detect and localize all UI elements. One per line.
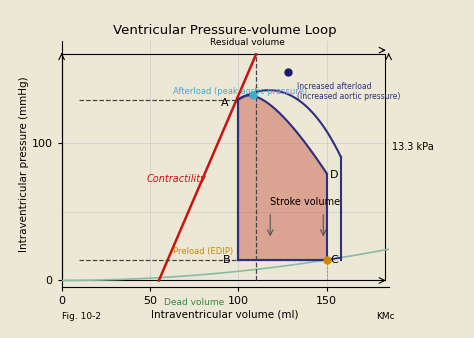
Y-axis label: Intraventricular pressure (mmHg): Intraventricular pressure (mmHg) <box>19 76 29 252</box>
Text: Fig. 10-2: Fig. 10-2 <box>62 312 100 321</box>
Text: 13.3 kPa: 13.3 kPa <box>392 143 434 152</box>
Text: C: C <box>330 255 338 265</box>
Text: Dead volume: Dead volume <box>164 298 224 307</box>
X-axis label: Intraventricular volume (ml): Intraventricular volume (ml) <box>151 309 299 319</box>
Text: Increased afterload
(increased aortic pressure): Increased afterload (increased aortic pr… <box>297 82 400 101</box>
Text: KMc: KMc <box>376 312 395 321</box>
Text: Preload (EDIP): Preload (EDIP) <box>173 247 233 257</box>
Text: Stroke volume: Stroke volume <box>270 197 340 207</box>
Text: B: B <box>222 255 230 265</box>
Text: A: A <box>221 98 228 108</box>
Text: D: D <box>330 170 339 179</box>
Text: Residual volume: Residual volume <box>210 38 285 47</box>
Polygon shape <box>238 95 327 260</box>
Text: Afterload (peak aortic pressure): Afterload (peak aortic pressure) <box>173 87 307 96</box>
Text: Contractility: Contractility <box>146 174 206 184</box>
Title: Ventricular Pressure-volume Loop: Ventricular Pressure-volume Loop <box>113 24 337 37</box>
